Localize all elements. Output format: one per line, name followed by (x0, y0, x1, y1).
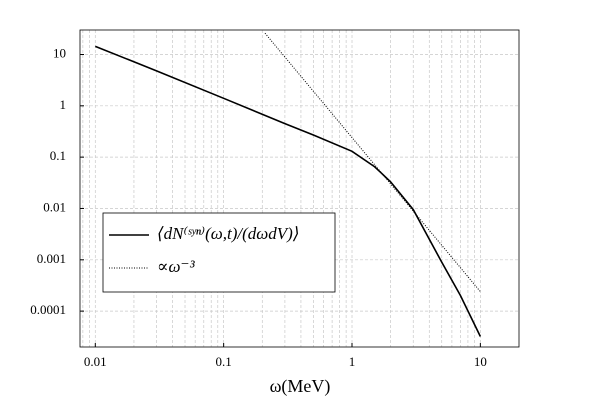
y-tick-label: 0.001 (37, 251, 66, 266)
y-tick-label: 0.0001 (30, 302, 66, 317)
x-tick-label: 10 (474, 354, 487, 369)
legend-box (102, 212, 336, 293)
series-line (95, 45, 482, 337)
x-axis-label: ω(MeV) (270, 376, 331, 397)
y-tick-label: 0.01 (43, 199, 66, 214)
legend-label: ⟨dN⁽ˢʸⁿ⁾(ω,t)/(dωdV)⟩ (157, 224, 299, 243)
y-tick-label: 10 (53, 45, 66, 60)
plot-frame (79, 29, 520, 348)
x-tick-label: 0.01 (84, 354, 107, 369)
y-tick-label: 0.1 (50, 148, 66, 163)
y-tick-label: 1 (60, 97, 67, 112)
x-tick-label: 0.1 (216, 354, 232, 369)
series-line (264, 32, 481, 292)
legend-label: ∝ω⁻³ (157, 257, 195, 276)
x-tick-label: 1 (349, 354, 356, 369)
